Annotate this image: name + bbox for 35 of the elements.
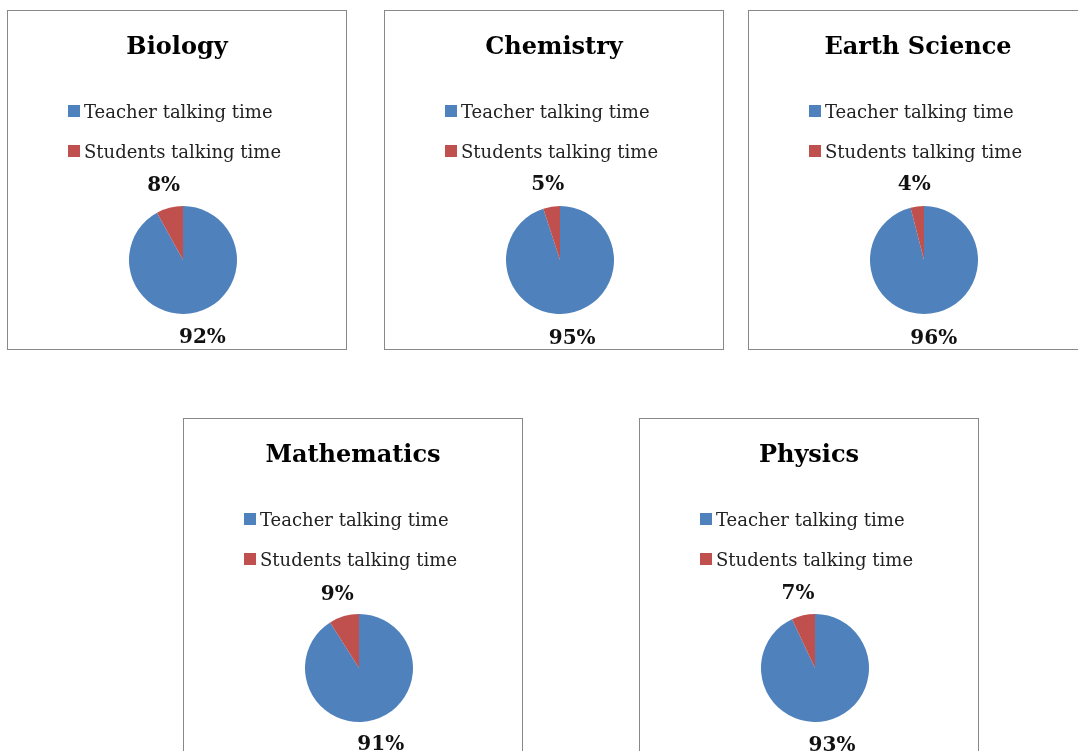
legend-label: Teacher talking time — [716, 508, 905, 530]
chart-title: Mathematics — [264, 439, 442, 468]
pie-slice — [761, 614, 869, 722]
pie-slice — [870, 206, 978, 314]
chart-title: Chemistry — [484, 31, 625, 60]
data-label: 91% — [357, 730, 405, 751]
data-label: 4% — [897, 170, 931, 195]
pie-slice — [792, 614, 815, 668]
legend-label: Teacher talking time — [461, 100, 650, 122]
data-label: 92% — [178, 323, 226, 348]
legend-label: Students talking time — [260, 548, 458, 570]
pie-slice — [129, 206, 237, 314]
legend-label: Students talking time — [716, 548, 914, 570]
pie-slice — [330, 614, 359, 668]
pie-slice — [156, 206, 183, 260]
data-label: 93% — [808, 732, 856, 751]
pie-slice — [543, 206, 560, 260]
data-label: 7% — [781, 579, 815, 604]
data-label: 95% — [548, 325, 596, 350]
legend-label: Students talking time — [461, 140, 659, 162]
pie-slice — [910, 206, 924, 260]
legend-label: Students talking time — [825, 140, 1023, 162]
data-label: 5% — [531, 170, 565, 195]
chart-title: Physics — [757, 439, 861, 468]
legend-label: Students talking time — [84, 140, 282, 162]
legend-label: Teacher talking time — [260, 508, 449, 530]
data-label: 9% — [320, 581, 354, 606]
data-label: 96% — [910, 325, 958, 350]
pie-slice — [305, 614, 413, 722]
pie-slice — [506, 206, 614, 314]
chart-title: Biology — [125, 31, 230, 60]
legend-label: Teacher talking time — [825, 100, 1014, 122]
legend-label: Teacher talking time — [84, 100, 273, 122]
data-label: 8% — [147, 172, 181, 197]
chart-title: Earth Science — [823, 31, 1013, 60]
